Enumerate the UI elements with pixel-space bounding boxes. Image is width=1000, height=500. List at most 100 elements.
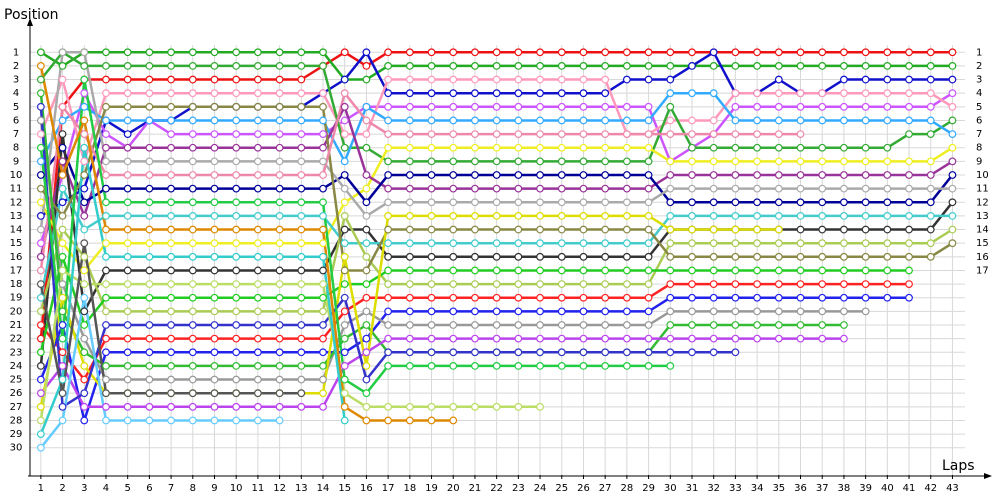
lap-marker	[644, 184, 653, 193]
lap-marker	[188, 321, 197, 329]
lap-marker	[232, 143, 241, 152]
lap-marker	[731, 293, 740, 302]
lap-marker	[167, 362, 175, 370]
lap-marker	[232, 321, 241, 329]
x-tick-label: 11	[252, 483, 265, 494]
lap-marker	[167, 184, 175, 193]
lap-marker	[145, 239, 154, 248]
lap-marker	[579, 239, 588, 248]
x-tick-label: 18	[403, 483, 416, 494]
lap-marker	[188, 225, 197, 234]
lap-marker	[471, 143, 479, 152]
lap-marker	[319, 48, 327, 57]
lap-marker	[536, 48, 544, 57]
lap-marker	[622, 102, 631, 111]
lap-marker	[731, 130, 740, 138]
lap-marker	[253, 389, 262, 398]
lap-marker	[362, 198, 371, 207]
lap-marker	[80, 334, 89, 343]
lap-marker	[145, 252, 154, 261]
lap-marker	[210, 62, 219, 70]
lap-marker	[622, 280, 631, 288]
lap-marker	[948, 239, 957, 248]
lap-marker	[557, 321, 566, 329]
lap-marker	[297, 375, 306, 384]
lap-marker	[188, 334, 197, 343]
lap-marker	[449, 184, 458, 193]
lap-marker	[905, 225, 913, 234]
lap-marker	[58, 321, 67, 329]
lap-marker	[905, 184, 913, 193]
lap-marker	[36, 184, 45, 193]
lap-marker	[905, 252, 913, 261]
lap-marker	[145, 225, 154, 234]
lap-marker	[753, 102, 762, 111]
lap-marker	[297, 130, 306, 138]
lap-marker	[840, 198, 848, 207]
lap-marker	[384, 171, 393, 179]
lap-marker	[405, 280, 414, 288]
lap-marker	[36, 321, 45, 329]
lap-marker	[861, 293, 870, 302]
lap-marker	[232, 252, 241, 261]
lap-marker	[123, 62, 132, 70]
lap-marker	[840, 171, 848, 179]
lap-marker	[557, 334, 566, 343]
lap-marker	[188, 402, 197, 411]
lap-marker	[731, 198, 740, 207]
lap-marker	[188, 307, 197, 316]
lap-marker	[36, 443, 45, 452]
lap-marker	[471, 157, 479, 166]
lap-marker	[253, 62, 262, 70]
y-tick-label: 12	[10, 197, 23, 208]
lap-marker	[253, 334, 262, 343]
lap-marker	[188, 157, 197, 166]
lap-marker	[471, 75, 479, 84]
lap-marker	[471, 334, 479, 343]
lap-marker	[449, 307, 458, 316]
lap-marker	[753, 280, 762, 288]
lap-marker	[601, 362, 610, 370]
y2-tick-label: 15	[976, 238, 989, 249]
lap-marker	[210, 198, 219, 207]
lap-marker	[297, 239, 306, 248]
lap-marker	[622, 225, 631, 234]
lap-marker	[666, 198, 675, 207]
lap-marker	[58, 143, 67, 152]
lap-marker	[774, 280, 783, 288]
lap-marker	[80, 75, 89, 84]
lap-marker	[362, 130, 371, 138]
lap-marker	[644, 75, 653, 84]
lap-marker	[58, 225, 67, 234]
lap-marker	[449, 171, 458, 179]
lap-marker	[427, 102, 436, 111]
lap-marker	[731, 143, 740, 152]
lap-marker	[731, 116, 740, 125]
lap-marker	[36, 293, 45, 302]
lap-marker	[731, 334, 740, 343]
lap-marker	[492, 266, 501, 275]
lap-marker	[297, 62, 306, 70]
y-tick-label: 24	[10, 361, 23, 372]
lap-marker	[514, 212, 523, 220]
lap-marker	[514, 171, 523, 179]
lap-marker	[688, 130, 696, 138]
lap-marker	[384, 334, 393, 343]
x-tick-label: 7	[168, 483, 174, 494]
lap-marker	[709, 266, 718, 275]
y-axis-label: Position	[4, 7, 59, 23]
lap-marker	[427, 225, 436, 234]
lap-marker	[102, 266, 110, 275]
lap-marker	[514, 48, 523, 57]
x-tick-label: 13	[295, 483, 308, 494]
lap-marker	[688, 252, 696, 261]
lap-marker	[883, 102, 892, 111]
lap-marker	[753, 184, 762, 193]
lap-marker	[405, 307, 414, 316]
lap-marker	[818, 321, 827, 329]
lap-marker	[80, 157, 89, 166]
lap-marker	[145, 266, 154, 275]
lap-marker	[774, 62, 783, 70]
lap-marker	[123, 334, 132, 343]
lap-marker	[384, 402, 393, 411]
